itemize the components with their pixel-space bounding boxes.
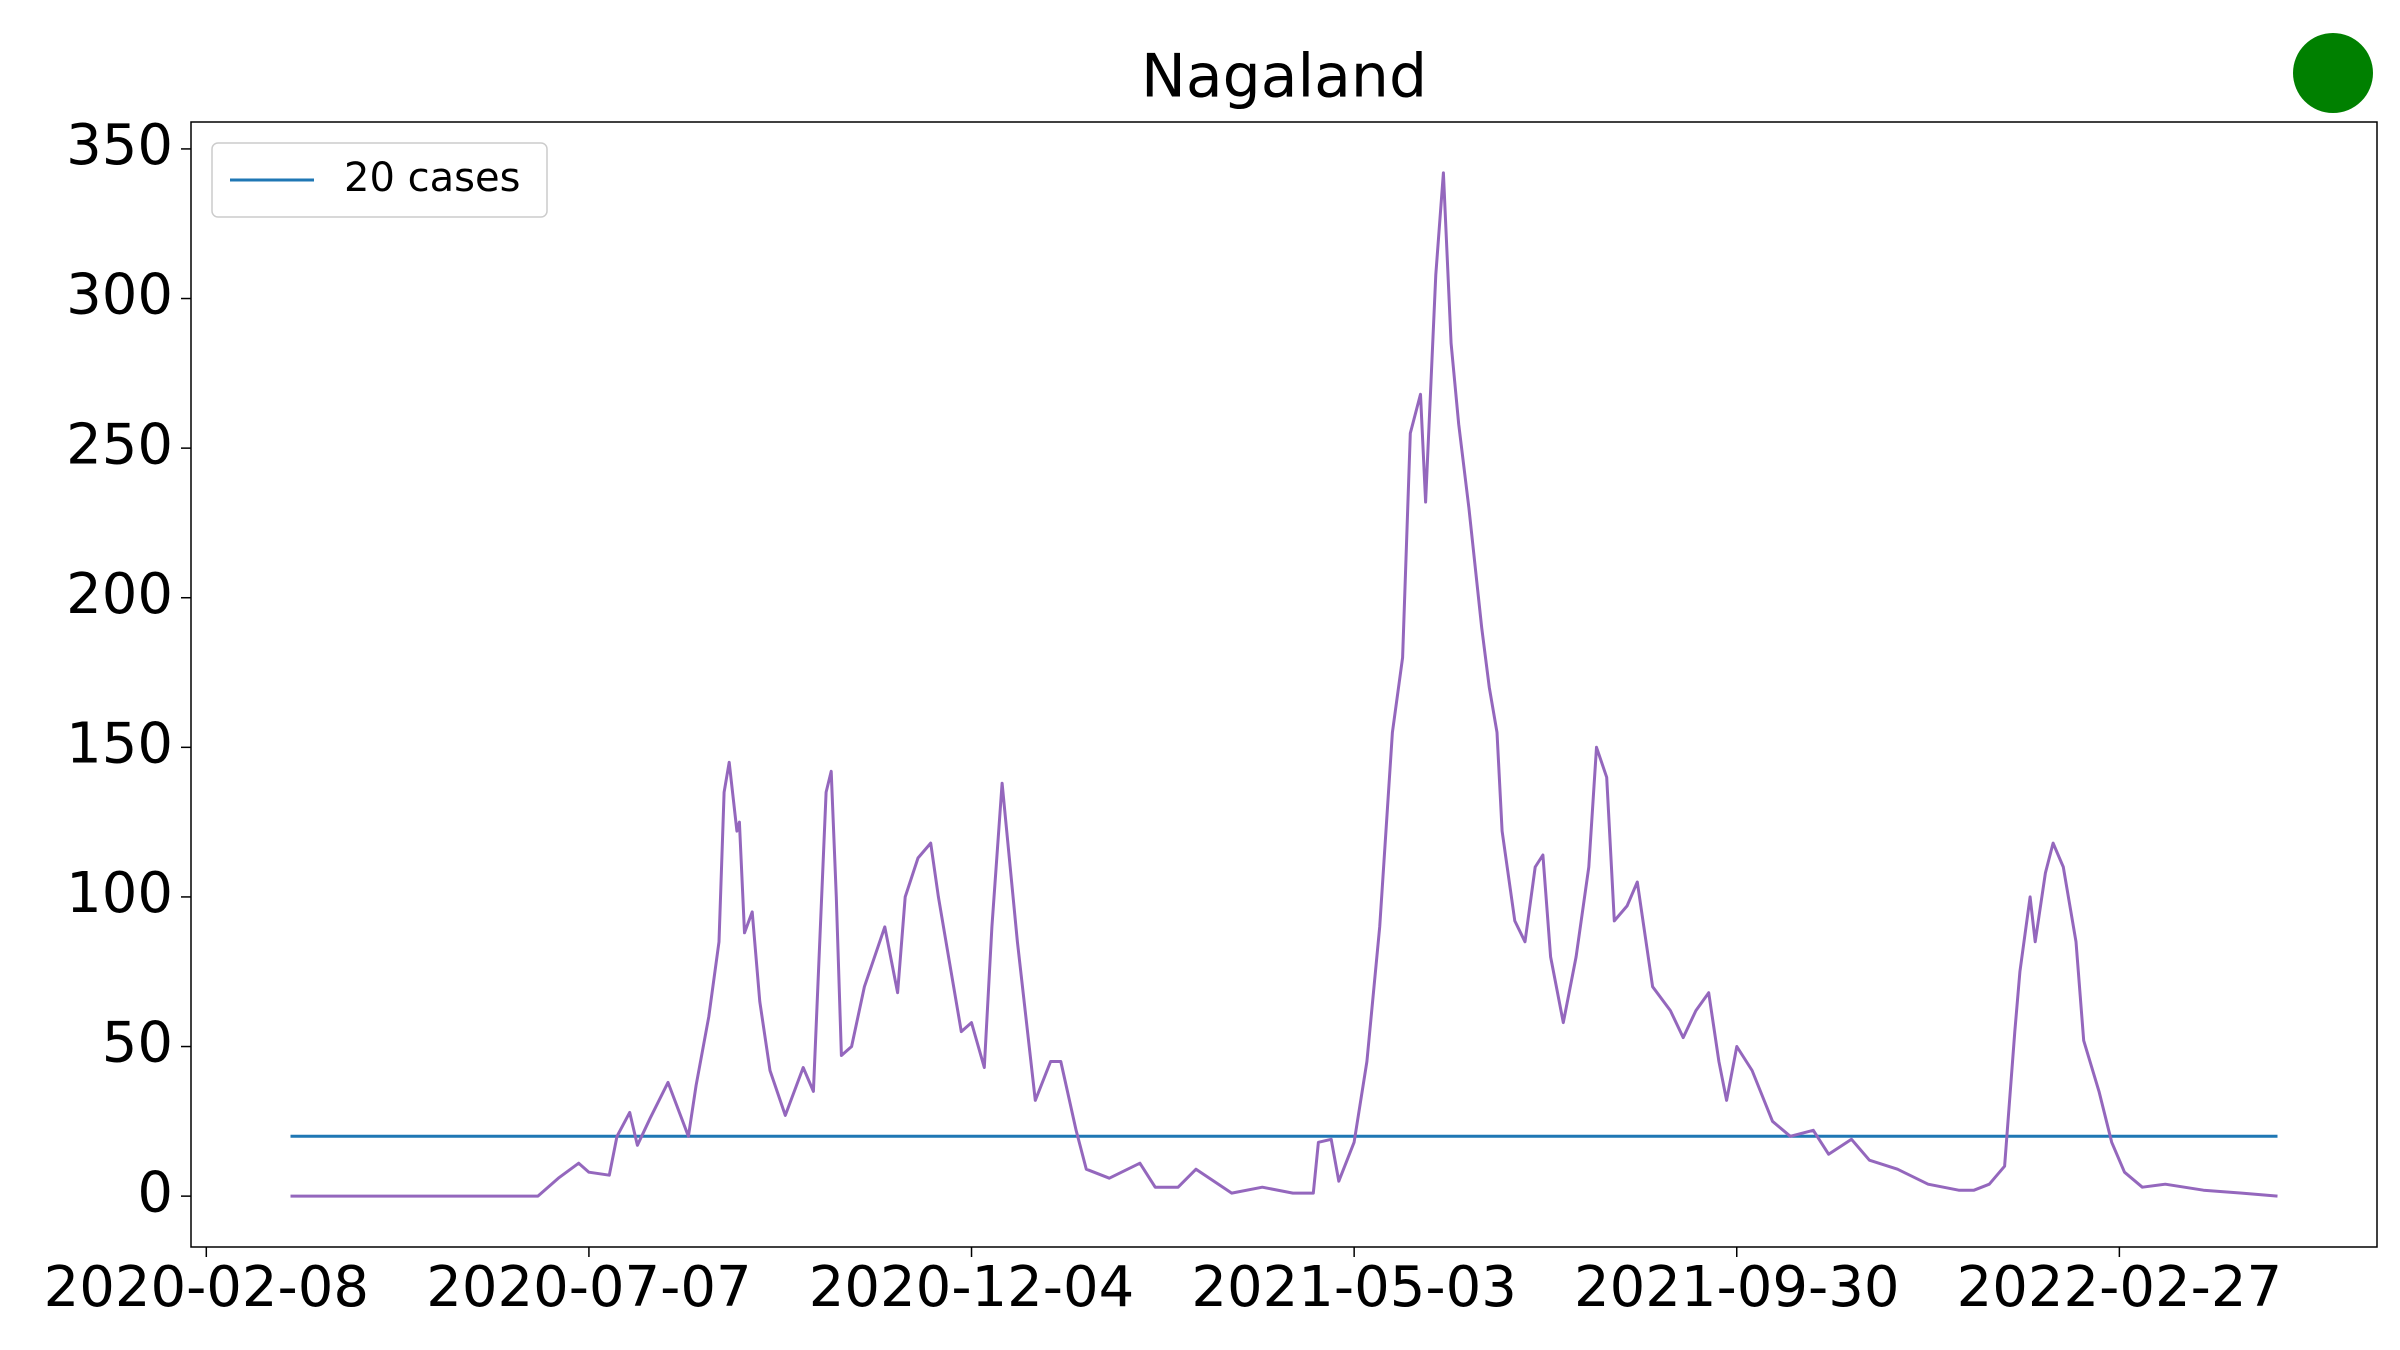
status-indicator [2293, 33, 2373, 113]
y-tick-label: 0 [137, 1160, 173, 1225]
x-tick-label: 2021-09-30 [1574, 1255, 1899, 1320]
y-tick-label: 50 [102, 1011, 173, 1076]
x-tick-label: 2020-12-04 [809, 1255, 1134, 1320]
legend-label: 20 cases [344, 155, 520, 201]
x-tick-label: 2022-02-27 [1957, 1255, 2282, 1320]
x-tick-label: 2020-02-08 [44, 1255, 369, 1320]
chart-title: Nagaland [1141, 42, 1427, 112]
y-tick-label: 250 [66, 412, 173, 477]
legend-box [211, 142, 548, 218]
y-tick-label: 100 [66, 861, 173, 926]
y-tick-label: 300 [66, 263, 173, 328]
y-tick-label: 150 [66, 711, 173, 776]
y-tick-label: 350 [66, 113, 173, 178]
x-tick-label: 2020-07-07 [426, 1255, 751, 1320]
x-tick-label: 2021-05-03 [1191, 1255, 1516, 1320]
plot-frame [190, 121, 2378, 1248]
data-line [290, 171, 2278, 1198]
y-tick-label: 200 [66, 562, 173, 627]
